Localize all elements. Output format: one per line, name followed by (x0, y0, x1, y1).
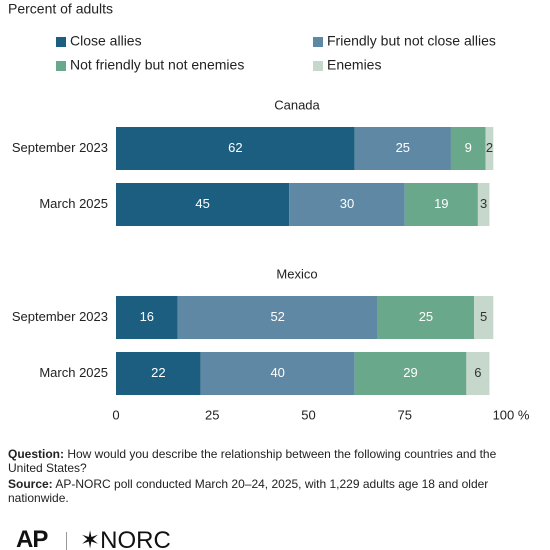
legend-swatch (313, 61, 323, 71)
question-text: How would you describe the relationship … (8, 447, 497, 475)
panel-title: Mexico (276, 266, 317, 281)
value-label: 29 (403, 365, 417, 380)
legend-label: Close allies (70, 33, 142, 49)
chart-subtitle: Percent of adults (8, 1, 113, 17)
bar-segment (116, 183, 290, 226)
value-label: 22 (151, 365, 165, 380)
logo-divider (66, 532, 67, 550)
source-text: AP-NORC poll conducted March 20–24, 2025… (8, 477, 489, 505)
legend-label: Not friendly but not enemies (70, 57, 244, 73)
value-label: 5 (480, 309, 487, 324)
bar-segment (354, 352, 467, 395)
value-label: 62 (228, 140, 242, 155)
value-label: 16 (140, 309, 154, 324)
y-tick-label: September 2023 (12, 140, 108, 155)
value-label: 40 (270, 365, 284, 380)
bar-segment (116, 352, 201, 395)
value-label: 6 (474, 365, 481, 380)
bar-segment (450, 127, 486, 170)
bar-segment (466, 352, 490, 395)
ap-logo: AP (16, 526, 48, 550)
y-tick-label: September 2023 (12, 309, 108, 324)
x-tick-label: 100 % (493, 407, 530, 422)
source-label: Source: (8, 477, 53, 491)
value-label: 19 (434, 196, 448, 211)
panel-title: Canada (274, 97, 320, 112)
value-label: 30 (340, 196, 354, 211)
x-tick-label: 50 (301, 407, 315, 422)
bar-segment (289, 183, 405, 226)
bar-segment (116, 296, 178, 339)
value-label: 45 (195, 196, 209, 211)
chart: Percent of adults Close allies Friendly b… (8, 1, 530, 423)
value-label: 25 (396, 140, 410, 155)
legend-swatch (56, 61, 66, 71)
bar-segment (177, 296, 378, 339)
legend-swatch (56, 37, 66, 47)
value-label: 3 (480, 196, 487, 211)
y-tick-label: March 2025 (39, 196, 108, 211)
y-tick-label: March 2025 (39, 365, 108, 380)
value-label: 52 (270, 309, 284, 324)
bar-segment (377, 296, 475, 339)
legend-label: Friendly but not close allies (327, 33, 496, 49)
norc-logo: ✶NORC (80, 527, 171, 550)
bar-segment (477, 183, 490, 226)
value-label: 9 (465, 140, 472, 155)
question-label: Question: (8, 447, 64, 461)
bar-segment (116, 127, 355, 170)
x-tick-label: 0 (112, 407, 119, 422)
question-note: Question: How would you describe the rel… (8, 447, 518, 475)
legend-swatch (313, 37, 323, 47)
x-tick-label: 75 (398, 407, 412, 422)
value-label: 2 (486, 140, 493, 155)
source-note: Source: AP-NORC poll conducted March 20–… (8, 477, 518, 505)
bar-segment (200, 352, 355, 395)
bar-segment (474, 296, 494, 339)
bar-segment (404, 183, 478, 226)
value-label: 25 (419, 309, 433, 324)
bar-segment (485, 127, 494, 170)
x-tick-label: 25 (205, 407, 219, 422)
bar-segment (354, 127, 451, 170)
legend-label: Enemies (327, 57, 381, 73)
